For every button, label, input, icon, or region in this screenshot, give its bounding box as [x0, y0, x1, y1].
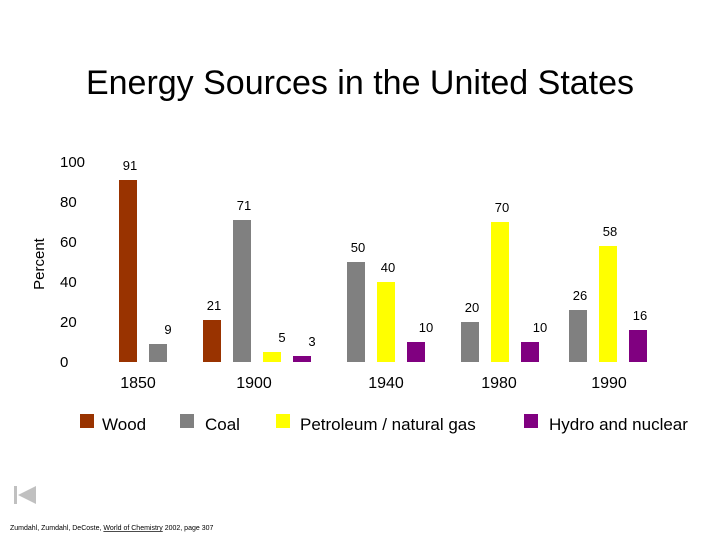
x-tick-label: 1980	[481, 375, 517, 392]
bar-hydro-and-nuclear-1900	[293, 356, 311, 362]
value-label: 71	[237, 198, 251, 213]
value-label: 26	[573, 288, 587, 303]
bar-coal-1980	[461, 322, 479, 362]
legend-swatch	[80, 414, 94, 428]
x-tick-label: 1900	[236, 375, 272, 392]
value-label: 16	[633, 308, 647, 323]
y-tick-label: 0	[60, 354, 68, 371]
footer-details: 2002, page 307	[165, 525, 214, 532]
y-tick-label: 100	[60, 154, 85, 171]
bar-coal-1850	[149, 344, 167, 362]
bar-petroleum-natural-gas-1980	[491, 222, 509, 362]
y-axis-ticks: 0 20 40 60 80 100	[60, 154, 85, 371]
footer-authors: Zumdahl, Zumdahl, DeCoste,	[10, 525, 103, 532]
bar-petroleum-natural-gas-1990	[599, 246, 617, 362]
y-tick-label: 80	[60, 194, 77, 211]
legend-label: Coal	[205, 415, 240, 434]
value-label: 91	[123, 158, 137, 173]
bar-hydro-and-nuclear-1980	[521, 342, 539, 362]
bar-coal-1990	[569, 310, 587, 362]
legend-swatch	[276, 414, 290, 428]
bar-hydro-and-nuclear-1990	[629, 330, 647, 362]
footer-citation: Zumdahl, Zumdahl, DeCoste, World of Chem…	[10, 525, 213, 532]
value-label: 40	[381, 260, 395, 275]
skip-back-icon[interactable]	[14, 486, 36, 504]
value-label: 9	[164, 322, 171, 337]
bar-hydro-and-nuclear-1940	[407, 342, 425, 362]
bars	[119, 180, 647, 362]
legend-swatch	[180, 414, 194, 428]
y-tick-label: 40	[60, 274, 77, 291]
x-tick-label: 1850	[120, 375, 156, 392]
value-label: 3	[308, 334, 315, 349]
value-label: 10	[533, 320, 547, 335]
x-tick-label: 1940	[368, 375, 404, 392]
value-label: 50	[351, 240, 365, 255]
y-tick-label: 60	[60, 234, 77, 251]
y-tick-label: 20	[60, 314, 77, 331]
bar-wood-1850	[119, 180, 137, 362]
value-label: 5	[278, 330, 285, 345]
value-label: 58	[603, 224, 617, 239]
chart-title: Energy Sources in the United States	[86, 64, 634, 102]
bar-coal-1940	[347, 262, 365, 362]
value-label: 20	[465, 300, 479, 315]
value-labels: 91 9 21 71 5 3 50 40 10 20 70 10 26 58 16	[123, 158, 647, 349]
value-label: 21	[207, 298, 221, 313]
value-label: 10	[419, 320, 433, 335]
footer-book: World of Chemistry	[103, 525, 163, 532]
bar-coal-1900	[233, 220, 251, 362]
x-tick-label: 1990	[591, 375, 627, 392]
bar-wood-1900	[203, 320, 221, 362]
legend-swatch	[524, 414, 538, 428]
bar-petroleum-natural-gas-1900	[263, 352, 281, 362]
legend-label: Petroleum / natural gas	[300, 415, 476, 434]
value-label: 70	[495, 200, 509, 215]
bar-petroleum-natural-gas-1940	[377, 282, 395, 362]
legend-label: Wood	[102, 415, 146, 434]
y-axis-label: Percent	[31, 237, 48, 290]
legend-label: Hydro and nuclear	[549, 415, 688, 434]
x-axis-ticks: 1850 1900 1940 1980 1990	[120, 375, 627, 392]
legend: Wood Coal Petroleum / natural gas Hydro and…	[80, 414, 688, 434]
